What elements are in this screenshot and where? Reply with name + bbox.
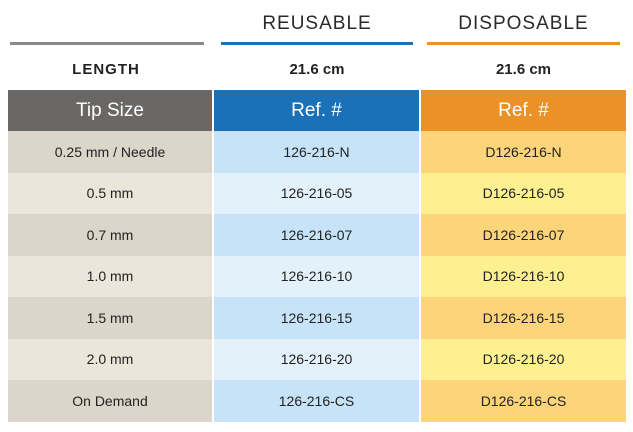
- header-ref-reusable: Ref. #: [214, 90, 419, 131]
- length-disposable: 21.6 cm: [495, 61, 552, 78]
- reusable-ref-cell: 126-216-05: [214, 172, 419, 214]
- tip-size-cell: On Demand: [8, 380, 212, 422]
- tip-size-cell: 1.0 mm: [8, 255, 212, 297]
- length-label: LENGTH: [72, 61, 140, 78]
- reusable-ref-cell: 126-216-10: [214, 255, 419, 297]
- rule-disposable-divider: [427, 42, 620, 45]
- table-row: On Demand 126-216-CS D126-216-CS: [8, 380, 626, 422]
- table-row: 0.7 mm 126-216-07 D126-216-07: [8, 214, 626, 256]
- tip-size-cell: 1.5 mm: [8, 297, 212, 339]
- tip-size-cell: 0.25 mm / Needle: [8, 131, 212, 173]
- disposable-ref-cell: D126-216-10: [421, 255, 626, 297]
- disposable-ref-cell: D126-216-05: [421, 172, 626, 214]
- tip-size-cell: 0.7 mm: [8, 214, 212, 256]
- rule-reusable-divider: [221, 42, 413, 45]
- header-ref-disposable: Ref. #: [421, 90, 626, 131]
- disposable-heading: DISPOSABLE: [458, 13, 589, 34]
- ref-table: Tip Size Ref. # Ref. # 0.25 mm / Needle …: [8, 90, 626, 422]
- reusable-ref-cell: 126-216-15: [214, 297, 419, 339]
- table-row: 0.5 mm 126-216-05 D126-216-05: [8, 172, 626, 214]
- disposable-ref-cell: D126-216-07: [421, 214, 626, 256]
- reusable-ref-cell: 126-216-20: [214, 338, 419, 380]
- disposable-ref-cell: D126-216-20: [421, 338, 626, 380]
- tip-size-cell: 2.0 mm: [8, 338, 212, 380]
- table-row: 1.5 mm 126-216-15 D126-216-15: [8, 297, 626, 339]
- disposable-ref-cell: D126-216-15: [421, 297, 626, 339]
- table-row: 1.0 mm 126-216-10 D126-216-10: [8, 255, 626, 297]
- reusable-heading: REUSABLE: [262, 13, 372, 34]
- column-headings: REUSABLE DISPOSABLE: [0, 0, 633, 50]
- header-tip-size: Tip Size: [8, 90, 212, 131]
- length-reusable: 21.6 cm: [289, 61, 345, 78]
- disposable-ref-cell: D126-216-N: [421, 131, 626, 173]
- table-header-row: Tip Size Ref. # Ref. #: [8, 90, 626, 131]
- reusable-ref-cell: 126-216-07: [214, 214, 419, 256]
- table-row: 2.0 mm 126-216-20 D126-216-20: [8, 338, 626, 380]
- reusable-ref-cell: 126-216-N: [214, 131, 419, 173]
- disposable-ref-cell: D126-216-CS: [421, 380, 626, 422]
- length-row: LENGTH 21.6 cm 21.6 cm: [0, 52, 633, 88]
- reusable-ref-cell: 126-216-CS: [214, 380, 419, 422]
- rule-left-divider: [10, 42, 204, 45]
- tip-size-cell: 0.5 mm: [8, 172, 212, 214]
- table-row: 0.25 mm / Needle 126-216-N D126-216-N: [8, 131, 626, 173]
